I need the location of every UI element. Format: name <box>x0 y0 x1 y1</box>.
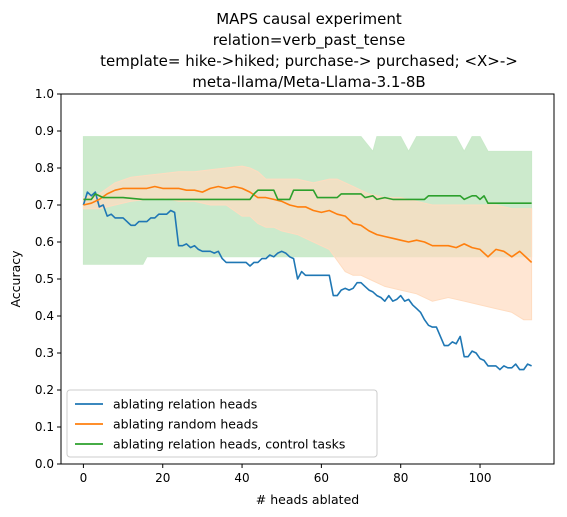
legend-relation-heads-label: ablating relation heads <box>113 397 257 412</box>
line-relation-heads <box>82 191 532 371</box>
confidence-bands <box>82 136 533 321</box>
y-tick-label: 0.2 <box>35 383 54 397</box>
x-axis-label: # heads ablated <box>256 492 359 507</box>
chart-title: MAPS causal experiment relation=verb_pas… <box>100 10 518 91</box>
y-tick-label: 0.3 <box>35 346 54 360</box>
legend-random-heads-label: ablating random heads <box>113 417 258 432</box>
legend: ablating relation heads ablating random h… <box>66 389 378 458</box>
title-line-4: meta-llama/Meta-Llama-3.1-8B <box>192 73 425 91</box>
y-tick-label: 0.4 <box>35 309 54 323</box>
y-tick-label: 0.7 <box>35 198 54 212</box>
series-lines <box>82 185 533 371</box>
y-tick-label: 0.6 <box>35 235 54 249</box>
y-tick-label: 0.0 <box>35 457 54 471</box>
x-tick-label: 40 <box>234 471 249 485</box>
line-random-heads <box>83 185 533 263</box>
title-line-2: relation=verb_past_tense <box>213 31 406 50</box>
legend-box <box>66 389 378 458</box>
y-tick-label: 1.0 <box>35 87 54 101</box>
legend-control-tasks-label: ablating relation heads, control tasks <box>113 437 345 452</box>
title-line-3: template= hike->hiked; purchase-> purcha… <box>100 52 518 70</box>
plot-frame <box>60 93 555 465</box>
line-control-tasks <box>83 189 532 204</box>
x-tick-label: 20 <box>155 471 170 485</box>
x-tick-label: 100 <box>469 471 492 485</box>
title-line-1: MAPS causal experiment <box>216 10 402 28</box>
x-tick-label: 60 <box>314 471 329 485</box>
y-tick-label: 0.5 <box>35 272 54 286</box>
y-tick-label: 0.1 <box>35 420 54 434</box>
y-axis-label: Accuracy <box>8 250 23 308</box>
y-tick-label: 0.9 <box>35 124 54 138</box>
y-tick-label: 0.8 <box>35 161 54 175</box>
axis-ticks: 0 20 40 60 80 100 0.0 0.1 0.2 0.3 0.4 0.5 0.6 0.7 0.8 0… <box>35 87 492 485</box>
band-random-heads <box>82 165 533 321</box>
x-tick-label: 80 <box>393 471 408 485</box>
x-tick-label: 0 <box>80 471 88 485</box>
